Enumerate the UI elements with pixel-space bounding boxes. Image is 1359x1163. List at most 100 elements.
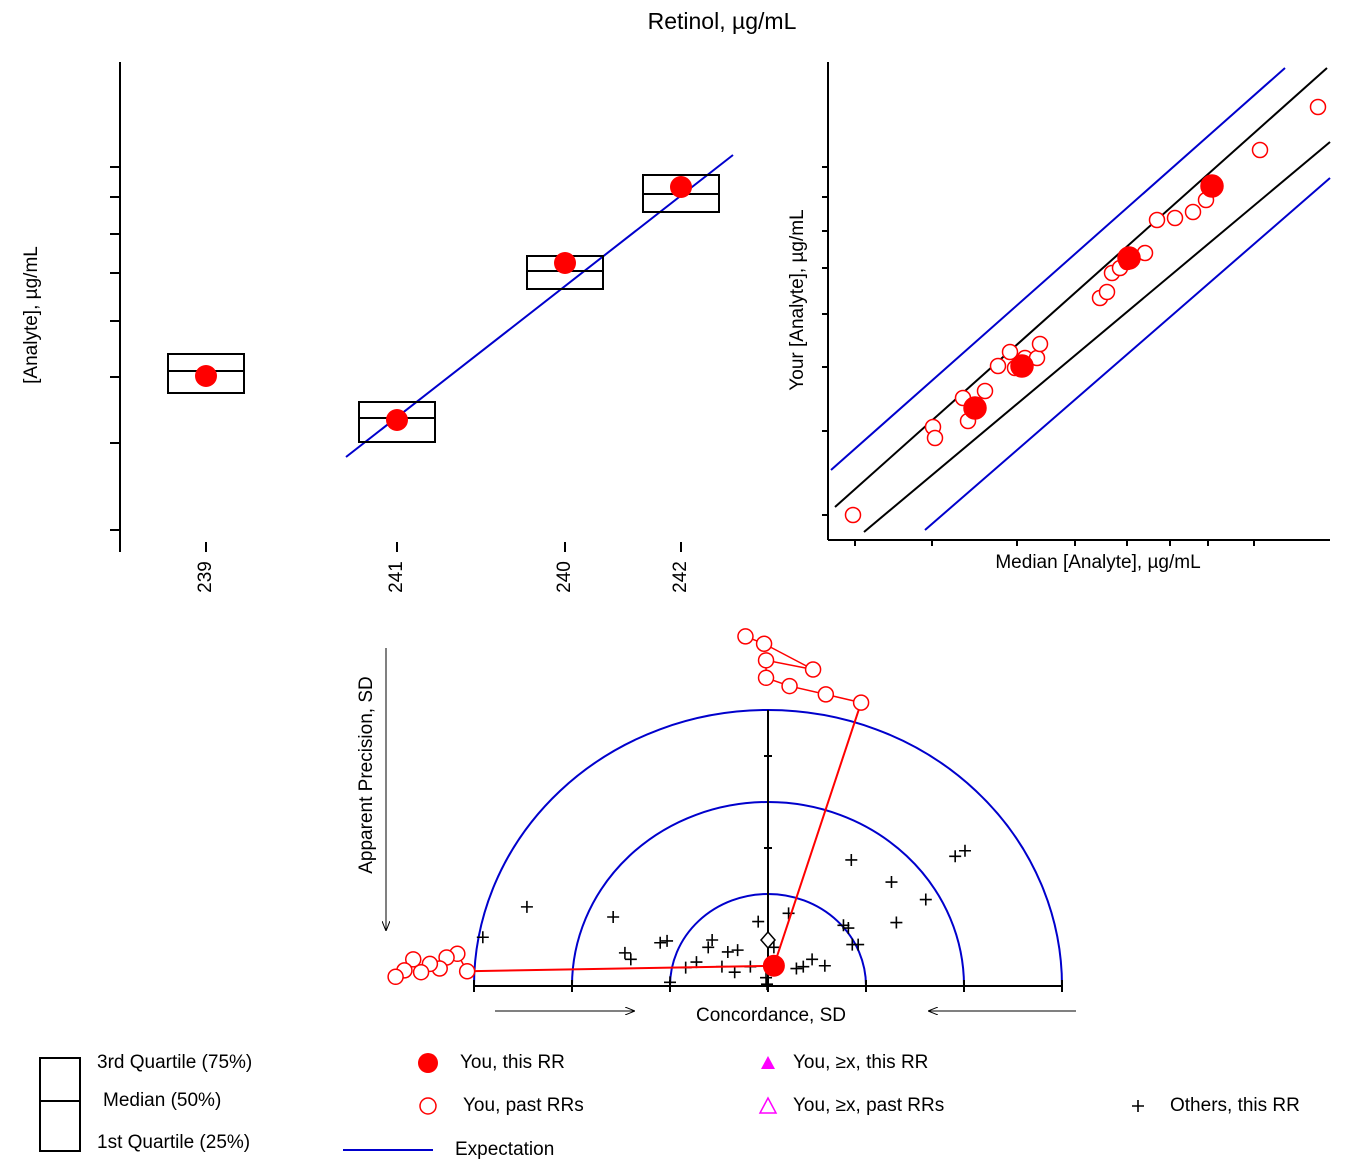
expectation-line: [345, 154, 734, 458]
y-axis-label: Apparent Precision, SD: [356, 676, 377, 874]
legend-symbol: [419, 1097, 437, 1115]
past-point: [817, 686, 835, 703]
other-point: [624, 953, 637, 966]
reference-line: [863, 141, 1331, 533]
other-point: [958, 844, 971, 857]
legend-label: You, past RRs: [463, 1095, 584, 1116]
you-point: [1200, 174, 1224, 198]
past-point: [926, 429, 944, 447]
past-point: [1251, 141, 1269, 159]
legend-label: Others, this RR: [1170, 1095, 1300, 1116]
other-point: [661, 934, 674, 947]
other-point: [806, 953, 819, 966]
other-point: [890, 916, 903, 929]
x-tick-label: 241: [386, 561, 407, 593]
past-point: [804, 661, 822, 678]
y-axis-label: Your [Analyte], µg/mL: [787, 209, 808, 390]
past-point: [737, 628, 754, 645]
legend-box: [39, 1057, 81, 1152]
past-point: [1184, 203, 1202, 221]
x-tick-label: 240: [554, 561, 575, 593]
past-point: [458, 963, 476, 980]
past-point: [1031, 335, 1049, 353]
other-point: [837, 919, 850, 932]
other-point: [618, 946, 631, 959]
other-point: [721, 945, 734, 958]
other-point: [790, 962, 803, 975]
past-point: [1001, 343, 1019, 361]
box: [358, 401, 436, 443]
legend-symbol: [1132, 1100, 1144, 1112]
past-point: [976, 382, 994, 400]
past-point: [844, 506, 862, 524]
x-axis-label: Concordance, SD: [696, 1005, 846, 1026]
you-point: [1010, 354, 1034, 378]
legend-label: You, ≥x, past RRs: [793, 1095, 944, 1116]
past-point: [989, 357, 1007, 375]
legend-symbol: [761, 1056, 775, 1069]
past-point: [755, 635, 773, 653]
other-point: [702, 941, 715, 954]
you-point: [762, 954, 785, 977]
legend-label: 1st Quartile (25%): [97, 1132, 250, 1153]
other-point: [852, 938, 865, 951]
other-point: [845, 853, 858, 866]
reference-line: [830, 67, 1286, 471]
other-point: [690, 956, 703, 969]
past-point: [757, 669, 775, 687]
you-point: [195, 365, 217, 387]
past-point: [387, 968, 404, 986]
legend-symbol: [418, 1053, 438, 1073]
legend-label: Median (50%): [103, 1090, 221, 1111]
other-point: [654, 936, 667, 949]
other-point: [885, 876, 898, 889]
past-point: [412, 963, 430, 981]
other-point: [919, 893, 932, 906]
other-point: [782, 907, 795, 920]
legend-symbol: [758, 1096, 778, 1114]
past-point: [757, 652, 775, 669]
y-axis-label: [Analyte], µg/mL: [21, 246, 42, 384]
connector: [467, 964, 774, 973]
past-point: [1166, 209, 1184, 227]
you-point: [670, 176, 692, 198]
legend-label: You, this RR: [460, 1052, 565, 1073]
x-axis-label: Median [Analyte], µg/mL: [995, 552, 1200, 573]
other-point: [607, 911, 620, 923]
connector: [772, 702, 863, 967]
other-point: [728, 966, 741, 979]
legend-label: 3rd Quartile (75%): [97, 1052, 252, 1073]
other-point: [797, 960, 810, 973]
other-point: [760, 971, 773, 984]
other-point: [761, 978, 774, 991]
past-point: [852, 694, 870, 711]
other-point: [731, 944, 744, 957]
past-point: [1148, 211, 1166, 229]
legend-label: Expectation: [455, 1139, 554, 1160]
other-point: [664, 976, 676, 989]
you-point: [554, 252, 576, 274]
other-point: [706, 934, 719, 946]
you-point: [386, 409, 408, 431]
reference-line: [924, 177, 1331, 531]
box: [167, 353, 245, 394]
x-tick-label: 239: [195, 561, 216, 593]
other-point: [520, 900, 533, 913]
other-point: [818, 959, 831, 972]
other-point: [949, 850, 962, 863]
you-point: [1117, 246, 1141, 270]
reference-line: [834, 67, 1328, 508]
other-point: [842, 922, 855, 935]
you-point: [963, 396, 987, 420]
past-point: [404, 951, 422, 968]
other-point: [752, 915, 765, 928]
past-point: [781, 677, 798, 695]
legend-label: You, ≥x, this RR: [793, 1052, 928, 1073]
x-tick-label: 242: [670, 561, 691, 593]
reference-point: [760, 930, 776, 950]
past-point: [1309, 98, 1327, 116]
other-point: [476, 931, 489, 944]
title: Retinol, µg/mL: [648, 8, 797, 34]
other-point: [767, 941, 780, 954]
